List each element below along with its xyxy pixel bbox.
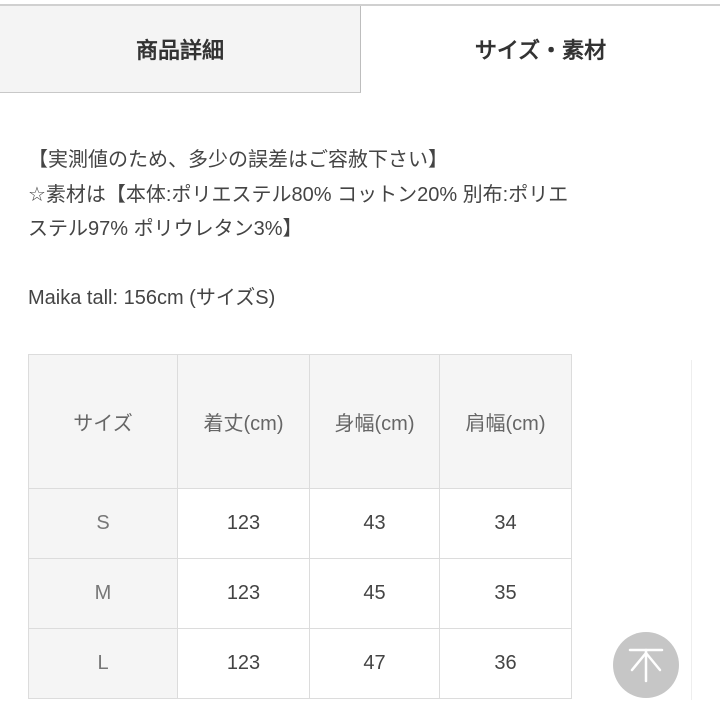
table-row: L 123 47 36 [28, 628, 572, 699]
tab-label: 商品詳細 [135, 38, 224, 63]
cell-shoulder: 36 [439, 628, 572, 699]
arrow-up-to-top-icon [628, 648, 664, 683]
table-header-row: サイズ 着丈(cm) 身幅(cm) 肩幅(cm) [28, 354, 572, 489]
scroll-track[interactable] [691, 360, 692, 700]
cell-length: 123 [177, 628, 310, 699]
description-line: ステル97% ポリウレタン3%】 [28, 218, 303, 240]
cell-size: S [28, 488, 178, 559]
header-length: 着丈(cm) [177, 354, 310, 489]
cell-size: L [28, 628, 178, 699]
scroll-to-top-button[interactable] [613, 632, 679, 698]
size-table: サイズ 着丈(cm) 身幅(cm) 肩幅(cm) S 123 43 34 M 1… [28, 354, 572, 699]
tab-product-details[interactable]: 商品詳細 [0, 6, 361, 93]
table-row: M 123 45 35 [28, 558, 572, 629]
tab-label: サイズ・素材 [474, 38, 607, 63]
cell-length: 123 [177, 488, 310, 559]
cell-shoulder: 35 [439, 558, 572, 629]
header-size: サイズ [28, 354, 178, 489]
description-line: 【実測値のため、多少の誤差はご容赦下さい】 [28, 149, 448, 171]
table-row: S 123 43 34 [28, 488, 572, 559]
description: 【実測値のため、多少の誤差はご容赦下さい】 ☆素材は【本体:ポリエステル80% … [28, 143, 698, 247]
header-shoulder: 肩幅(cm) [439, 354, 572, 489]
cell-width: 45 [309, 558, 440, 629]
cell-size: M [28, 558, 178, 629]
top-divider [0, 4, 720, 6]
model-info: Maika tall: 156cm (サイズS) [28, 287, 276, 309]
cell-width: 47 [309, 628, 440, 699]
description-line: ☆素材は【本体:ポリエステル80% コットン20% 別布:ポリエ [28, 183, 569, 206]
cell-width: 43 [309, 488, 440, 559]
tab-size-material[interactable]: サイズ・素材 [361, 6, 720, 92]
cell-shoulder: 34 [439, 488, 572, 559]
cell-length: 123 [177, 558, 310, 629]
header-width: 身幅(cm) [309, 354, 440, 489]
